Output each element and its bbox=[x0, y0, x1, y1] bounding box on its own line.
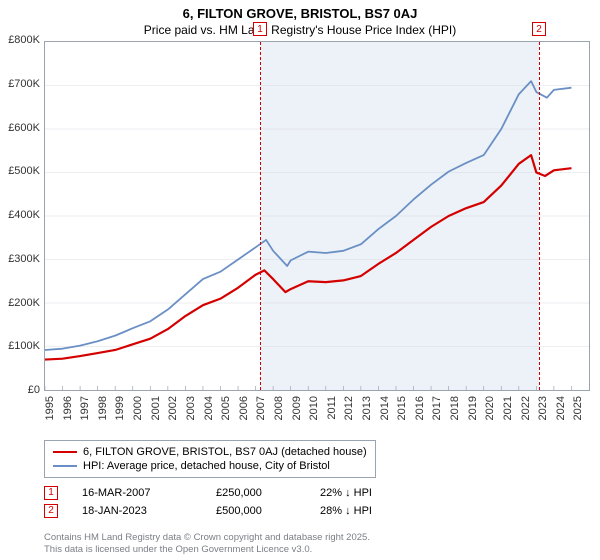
x-tick-label: 2009 bbox=[291, 396, 303, 420]
x-tick-label: 2003 bbox=[185, 396, 197, 420]
sale-row-marker: 2 bbox=[44, 504, 58, 518]
x-tick-label: 1995 bbox=[44, 396, 56, 420]
y-axis: £0£100K£200K£300K£400K£500K£600K£700K£80… bbox=[0, 40, 44, 390]
sale-delta: 22% ↓ HPI bbox=[320, 487, 420, 499]
plot-svg bbox=[45, 42, 589, 390]
chart-subtitle: Price paid vs. HM Land Registry's House … bbox=[0, 21, 600, 41]
x-tick-label: 2001 bbox=[150, 396, 162, 420]
y-tick-label: £100K bbox=[8, 340, 40, 352]
x-tick-label: 2012 bbox=[343, 396, 355, 420]
y-tick-label: £600K bbox=[8, 122, 40, 134]
x-tick-label: 1998 bbox=[97, 396, 109, 420]
x-tick-label: 2005 bbox=[220, 396, 232, 420]
footer: Contains HM Land Registry data © Crown c… bbox=[44, 532, 370, 556]
x-tick-label: 2020 bbox=[484, 396, 496, 420]
x-tick-label: 2014 bbox=[379, 396, 391, 420]
x-tick-label: 2019 bbox=[467, 396, 479, 420]
x-tick-label: 2021 bbox=[502, 396, 514, 420]
x-tick-label: 2008 bbox=[273, 396, 285, 420]
sale-date: 18-JAN-2023 bbox=[82, 505, 192, 517]
x-tick-label: 2011 bbox=[326, 396, 338, 420]
chart-container: 6, FILTON GROVE, BRISTOL, BS7 0AJ Price … bbox=[0, 0, 600, 560]
series-price_paid bbox=[45, 155, 571, 359]
legend-label: HPI: Average price, detached house, City… bbox=[83, 460, 330, 472]
y-tick-label: £300K bbox=[8, 253, 40, 265]
chart-title: 6, FILTON GROVE, BRISTOL, BS7 0AJ bbox=[0, 0, 600, 21]
footer-line-1: Contains HM Land Registry data © Crown c… bbox=[44, 532, 370, 544]
legend: 6, FILTON GROVE, BRISTOL, BS7 0AJ (detac… bbox=[44, 440, 376, 478]
x-tick-label: 2016 bbox=[414, 396, 426, 420]
legend-row: HPI: Average price, detached house, City… bbox=[53, 459, 367, 473]
sale-row: 1 16-MAR-2007 £250,000 22% ↓ HPI bbox=[44, 484, 584, 502]
legend-swatch bbox=[53, 465, 77, 467]
y-tick-label: £500K bbox=[8, 165, 40, 177]
sale-marker-line bbox=[260, 42, 261, 390]
x-tick-label: 2004 bbox=[203, 396, 215, 420]
x-tick-label: 2024 bbox=[555, 396, 567, 420]
series-hpi bbox=[45, 81, 571, 350]
plot-area: 12 bbox=[44, 41, 590, 391]
sale-marker-line bbox=[539, 42, 540, 390]
x-tick-label: 2006 bbox=[238, 396, 250, 420]
x-tick-label: 2023 bbox=[537, 396, 549, 420]
sale-price: £500,000 bbox=[216, 505, 296, 517]
x-tick-label: 2000 bbox=[132, 396, 144, 420]
x-tick-label: 1999 bbox=[114, 396, 126, 420]
x-tick-label: 2017 bbox=[431, 396, 443, 420]
x-tick-label: 2022 bbox=[520, 396, 532, 420]
x-tick-label: 1997 bbox=[79, 396, 91, 420]
y-tick-label: £700K bbox=[8, 78, 40, 90]
x-axis: 1995 1996 1997 1998 1999 2000 2001 2002 2003 2004… bbox=[44, 392, 590, 442]
y-tick-label: £400K bbox=[8, 209, 40, 221]
x-tick-label: 2018 bbox=[449, 396, 461, 420]
x-tick-label: 2013 bbox=[361, 396, 373, 420]
footer-line-2: This data is licensed under the Open Gov… bbox=[44, 544, 370, 556]
sale-marker-box: 2 bbox=[532, 22, 546, 36]
x-tick-label: 2010 bbox=[308, 396, 320, 420]
x-tick-label: 2007 bbox=[255, 396, 267, 420]
sales-table: 1 16-MAR-2007 £250,000 22% ↓ HPI 2 18-JAN-202… bbox=[44, 484, 584, 520]
x-tick-label: 2015 bbox=[396, 396, 408, 420]
sale-date: 16-MAR-2007 bbox=[82, 487, 192, 499]
x-tick-label: 2002 bbox=[167, 396, 179, 420]
sale-delta: 28% ↓ HPI bbox=[320, 505, 420, 517]
sale-row: 2 18-JAN-2023 £500,000 28% ↓ HPI bbox=[44, 502, 584, 520]
x-tick-label: 2025 bbox=[572, 396, 584, 420]
x-tick-label: 1996 bbox=[62, 396, 74, 420]
y-tick-label: £200K bbox=[8, 297, 40, 309]
sale-price: £250,000 bbox=[216, 487, 296, 499]
y-tick-label: £0 bbox=[28, 384, 40, 396]
sale-row-marker: 1 bbox=[44, 486, 58, 500]
legend-label: 6, FILTON GROVE, BRISTOL, BS7 0AJ (detac… bbox=[83, 446, 367, 458]
y-tick-label: £800K bbox=[8, 34, 40, 46]
legend-swatch bbox=[53, 451, 77, 453]
sale-marker-box: 1 bbox=[253, 22, 267, 36]
legend-row: 6, FILTON GROVE, BRISTOL, BS7 0AJ (detac… bbox=[53, 445, 367, 459]
